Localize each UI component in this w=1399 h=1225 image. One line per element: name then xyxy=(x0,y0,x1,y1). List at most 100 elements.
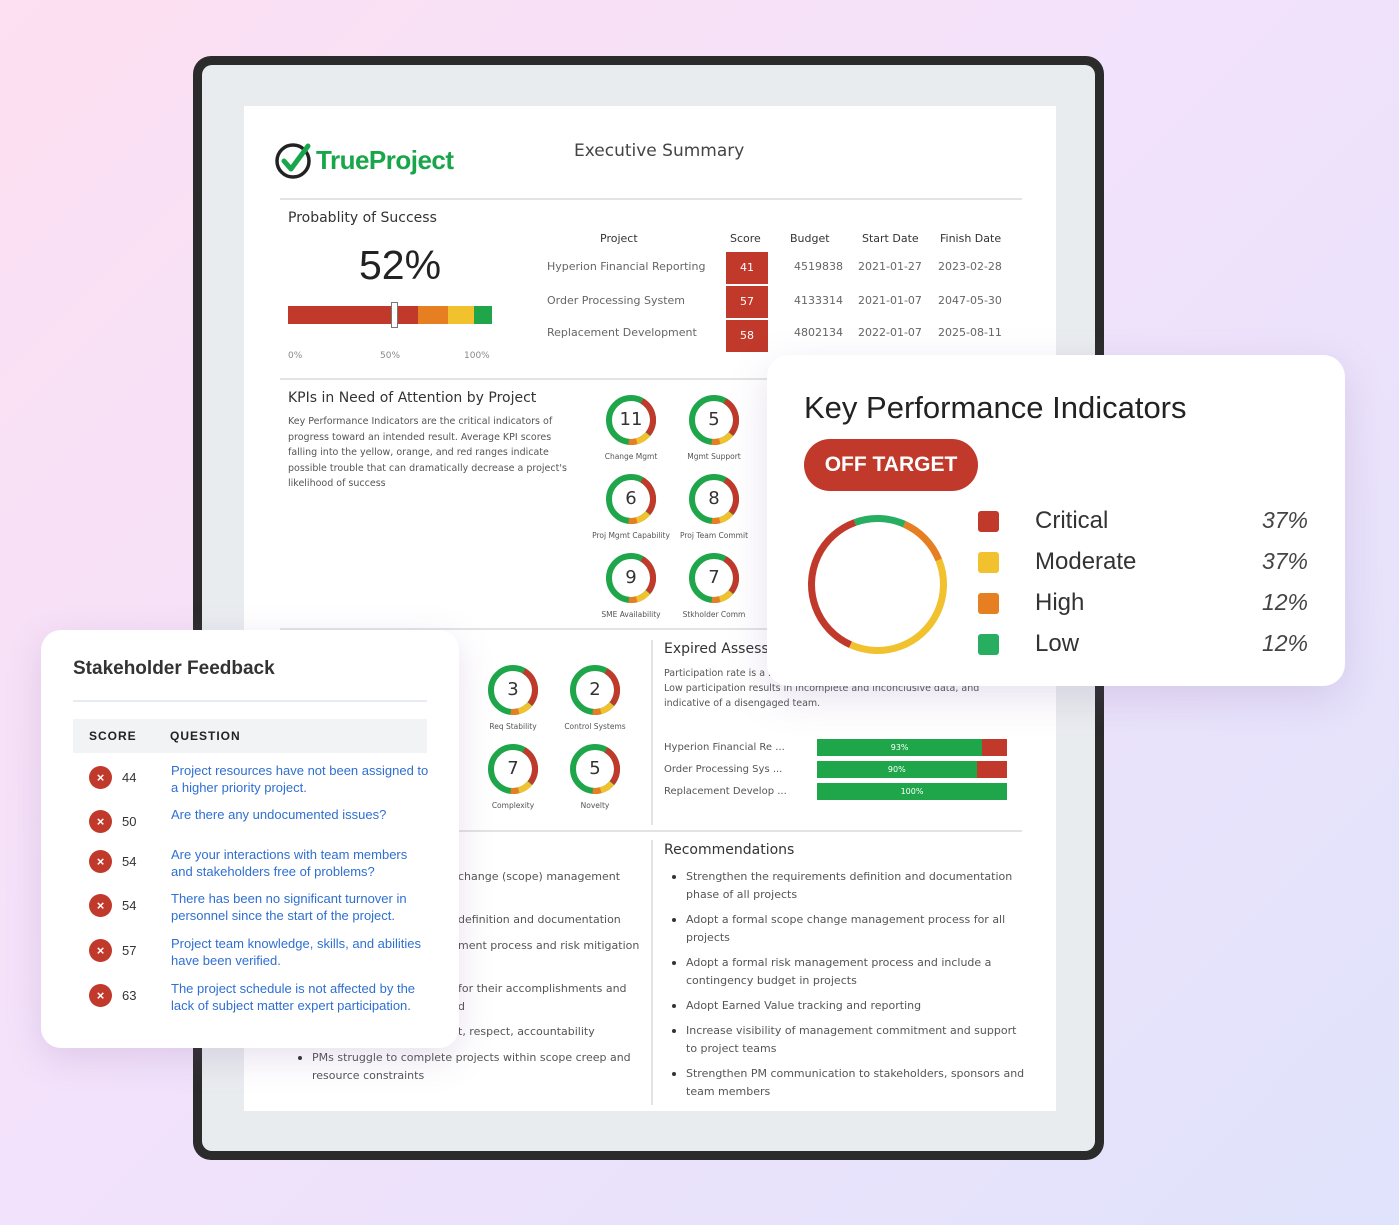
donut-slice-high xyxy=(808,515,947,654)
project-budget: 4133314 xyxy=(794,294,843,307)
feedback-title: Stakeholder Feedback xyxy=(73,658,275,679)
kpi-ring[interactable]: 11 xyxy=(605,394,657,446)
feedback-question-link[interactable]: The project schedule is not affected by … xyxy=(171,981,416,1013)
legend-swatch xyxy=(978,593,999,614)
kpi-ring-value: 3 xyxy=(507,679,519,700)
legend-label: Low xyxy=(1035,630,1080,657)
project-budget: 4519838 xyxy=(794,260,843,273)
probability-tick: 0% xyxy=(288,351,303,361)
ring-gauge xyxy=(570,744,620,794)
col-header-project: Project xyxy=(600,232,638,245)
findings-list: PMs struggle to complete projects within… xyxy=(294,1049,644,1085)
expired-row-label[interactable]: Replacement Develop ... xyxy=(664,786,787,797)
header-divider xyxy=(280,198,1022,200)
project-score: 41 xyxy=(726,252,768,284)
fail-icon: × xyxy=(89,850,112,873)
recommendation-item: Adopt Earned Value tracking and reportin… xyxy=(668,997,1028,1015)
recommendation-item: Strengthen PM communication to stakehold… xyxy=(668,1065,1028,1101)
finding-line: d xyxy=(458,1000,465,1013)
kpi-summary-card: Key Performance Indicators OFF TARGET Cr… xyxy=(767,355,1345,686)
fail-icon: × xyxy=(89,984,112,1007)
expired-row-label[interactable]: Hyperion Financial Re ... xyxy=(664,742,785,753)
feedback-question-link[interactable]: Project resources have not been assigned… xyxy=(171,763,429,795)
kpi-ring-label: SME Availability xyxy=(601,610,661,619)
kpi-ring[interactable]: 7 xyxy=(487,743,539,795)
col-header-question: QUESTION xyxy=(170,729,241,743)
col-header-budget: Budget xyxy=(790,232,830,245)
legend-pct: 12% xyxy=(1261,589,1308,615)
recommendations-list: Strengthen the requirements definition a… xyxy=(668,868,1028,1108)
project-finish: 2047-05-30 xyxy=(938,294,1002,307)
kpi-ring[interactable]: 7 xyxy=(688,552,740,604)
fail-icon: × xyxy=(89,810,112,833)
participation-bar: 90% xyxy=(817,761,1007,778)
feedback-question-link[interactable]: Project team knowledge, skills, and abil… xyxy=(171,936,422,968)
section-divider xyxy=(280,830,1022,832)
probability-marker xyxy=(391,302,399,328)
finding-line: change (scope) management xyxy=(458,870,621,883)
expired-row-label[interactable]: Order Processing Sys ... xyxy=(664,764,783,775)
ring-gauge xyxy=(606,474,656,524)
ring-gauge xyxy=(570,665,620,715)
ring-gauge xyxy=(606,553,656,603)
kpi-ring-value: 5 xyxy=(708,409,720,430)
ring-gauge xyxy=(606,395,656,445)
recommendations-title: Recommendations xyxy=(664,842,795,858)
kpi-ring-label: Control Systems xyxy=(564,722,626,731)
finding-line: ment process and risk mitigation xyxy=(458,939,640,952)
recommendation-item: Adopt a formal scope change management p… xyxy=(668,911,1028,947)
kpi-description: Key Performance Indicators are the criti… xyxy=(288,416,567,489)
probability-title: Probablity of Success xyxy=(288,210,437,226)
probability-value: 52% xyxy=(359,242,442,288)
feedback-question-link[interactable]: Are there any undocumented issues? xyxy=(171,807,387,822)
donut-slice-critical xyxy=(808,515,947,654)
ring-gauge xyxy=(689,395,739,445)
project-budget: 4802134 xyxy=(794,326,843,339)
donut-slice-low xyxy=(808,515,947,654)
kpi-ring-label: Mgmt Support xyxy=(687,452,741,461)
project-name[interactable]: Order Processing System xyxy=(547,294,686,307)
kpi-ring-label: Novelty xyxy=(580,801,610,810)
project-finish: 2025-08-11 xyxy=(938,326,1002,339)
col-header-score: SCORE xyxy=(89,729,137,743)
kpi-ring-label: Complexity xyxy=(491,801,535,810)
ring-gauge xyxy=(689,474,739,524)
legend-row-critical: Critical 37% xyxy=(978,507,1308,537)
ring-gauge xyxy=(488,744,538,794)
kpi-section-title: KPIs in Need of Attention by Project xyxy=(288,390,537,406)
kpi-ring-value: 2 xyxy=(589,679,601,700)
feedback-question-link[interactable]: There has been no significant turnover i… xyxy=(171,891,407,923)
kpi-ring-label: Proj Team Commit xyxy=(679,531,749,540)
project-start: 2021-01-27 xyxy=(858,260,922,273)
kpi-ring[interactable]: 5 xyxy=(569,743,621,795)
kpi-ring[interactable]: 3 xyxy=(487,664,539,716)
legend-swatch xyxy=(978,634,999,655)
donut-slice-moderate xyxy=(808,515,947,654)
kpi-ring[interactable]: 2 xyxy=(569,664,621,716)
kpi-ring[interactable]: 8 xyxy=(688,473,740,525)
finding-item: PMs struggle to complete projects within… xyxy=(294,1049,644,1085)
legend-row-high: High 12% xyxy=(978,589,1308,619)
feedback-divider xyxy=(73,700,427,702)
kpi-ring-label: Req Stability xyxy=(489,722,537,731)
fail-icon: × xyxy=(89,939,112,962)
legend-row-moderate: Moderate 37% xyxy=(978,548,1308,578)
finding-line: definition and documentation xyxy=(458,913,621,926)
kpi-card-title: Key Performance Indicators xyxy=(804,390,1187,425)
legend-row-low: Low 12% xyxy=(978,630,1308,660)
kpi-ring-label: Stkholder Comm xyxy=(682,610,746,619)
legend-pct: 37% xyxy=(1261,507,1308,533)
finding-line: t, respect, accountability xyxy=(458,1025,595,1038)
ring-gauge xyxy=(689,553,739,603)
column-divider xyxy=(651,840,653,1105)
probability-bar xyxy=(288,306,492,324)
feedback-table-header: SCORE QUESTION xyxy=(73,719,427,753)
kpi-ring[interactable]: 5 xyxy=(688,394,740,446)
kpi-ring[interactable]: 9 xyxy=(605,552,657,604)
project-name[interactable]: Replacement Development xyxy=(547,326,697,339)
project-name[interactable]: Hyperion Financial Reporting xyxy=(547,260,706,273)
recommendation-item: Strengthen the requirements definition a… xyxy=(668,868,1028,904)
trueproject-logo: TrueProject xyxy=(274,140,454,180)
kpi-ring[interactable]: 6 xyxy=(605,473,657,525)
feedback-question-link[interactable]: Are your interactions with team members … xyxy=(171,847,408,879)
